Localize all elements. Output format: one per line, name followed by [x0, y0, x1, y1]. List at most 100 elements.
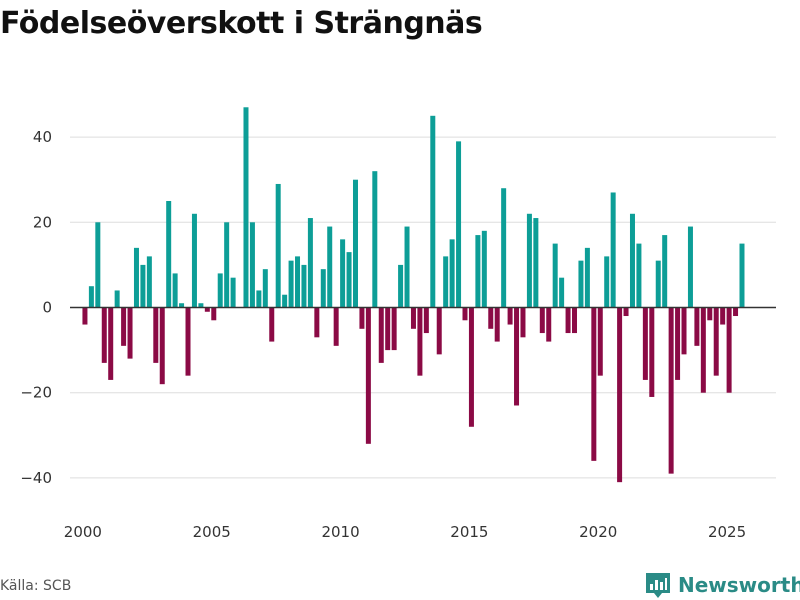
bar[interactable] [301, 264, 307, 308]
bar[interactable] [456, 141, 462, 308]
bar[interactable] [282, 294, 288, 308]
bar[interactable] [707, 307, 713, 321]
bar[interactable] [127, 307, 133, 359]
bar[interactable] [101, 307, 107, 363]
bar[interactable] [230, 277, 236, 308]
bar[interactable] [675, 307, 681, 380]
bar[interactable] [578, 260, 584, 308]
bar[interactable] [307, 218, 313, 308]
bar[interactable] [340, 239, 346, 308]
bar[interactable] [713, 307, 719, 376]
bar[interactable] [462, 307, 468, 321]
bar[interactable] [584, 247, 590, 308]
bar[interactable] [378, 307, 384, 363]
bar[interactable] [121, 307, 127, 346]
bar[interactable] [327, 226, 333, 308]
bar[interactable] [720, 307, 726, 325]
bar[interactable] [468, 307, 474, 427]
bar[interactable] [333, 307, 339, 346]
bar[interactable] [146, 256, 152, 308]
bar[interactable] [346, 252, 352, 308]
bar[interactable] [739, 243, 745, 308]
bar[interactable] [198, 303, 204, 308]
bar[interactable] [114, 290, 120, 308]
bar[interactable] [256, 290, 262, 308]
bar[interactable] [565, 307, 571, 334]
bar[interactable] [185, 307, 191, 376]
bar[interactable] [526, 213, 532, 308]
bar[interactable] [514, 307, 520, 406]
bar[interactable] [623, 307, 629, 317]
bar[interactable] [404, 226, 410, 308]
bar[interactable] [320, 269, 326, 308]
bar[interactable] [410, 307, 416, 329]
bar[interactable] [629, 213, 635, 308]
bar[interactable] [655, 260, 661, 308]
bar[interactable] [636, 243, 642, 308]
bar[interactable] [391, 307, 397, 351]
bar[interactable] [604, 256, 610, 308]
bar[interactable] [443, 256, 449, 308]
bar[interactable] [108, 307, 114, 380]
bar[interactable] [668, 307, 674, 474]
bar[interactable] [733, 307, 739, 317]
bar[interactable] [275, 183, 281, 308]
bar[interactable] [372, 171, 378, 308]
bar[interactable] [295, 256, 301, 308]
bar[interactable] [430, 115, 436, 308]
bar[interactable] [687, 226, 693, 308]
bar[interactable] [649, 307, 655, 397]
bar[interactable] [153, 307, 159, 363]
bar[interactable] [224, 222, 230, 308]
bar[interactable] [211, 307, 217, 321]
bar[interactable] [217, 273, 223, 308]
bar[interactable] [133, 247, 139, 308]
bar[interactable] [423, 307, 429, 334]
bar[interactable] [204, 307, 210, 312]
bar[interactable] [269, 307, 275, 342]
brand-logo[interactable]: Newsworthy [644, 570, 800, 600]
bar[interactable] [288, 260, 294, 308]
bar[interactable] [352, 179, 358, 308]
bar[interactable] [597, 307, 603, 376]
bar[interactable] [610, 192, 616, 308]
bar[interactable] [488, 307, 494, 329]
bar[interactable] [681, 307, 687, 355]
bar[interactable] [172, 273, 178, 308]
bar[interactable] [179, 303, 185, 308]
bar[interactable] [166, 201, 172, 308]
bar[interactable] [552, 243, 558, 308]
bar[interactable] [481, 230, 487, 308]
bar[interactable] [507, 307, 513, 325]
bar[interactable] [520, 307, 526, 338]
bar[interactable] [191, 213, 197, 308]
bar[interactable] [494, 307, 500, 342]
bar[interactable] [314, 307, 320, 338]
bar[interactable] [243, 107, 249, 308]
bar[interactable] [501, 188, 507, 308]
bar[interactable] [475, 235, 481, 308]
bar[interactable] [559, 277, 565, 308]
bar[interactable] [694, 307, 700, 346]
bar[interactable] [700, 307, 706, 393]
bar[interactable] [436, 307, 442, 355]
bar[interactable] [140, 264, 146, 308]
bar[interactable] [359, 307, 365, 329]
bar[interactable] [365, 307, 371, 444]
bar[interactable] [385, 307, 391, 351]
bar[interactable] [82, 307, 88, 325]
bar[interactable] [95, 222, 101, 308]
bar[interactable] [642, 307, 648, 380]
bar[interactable] [262, 269, 268, 308]
bar[interactable] [539, 307, 545, 334]
bar[interactable] [572, 307, 578, 334]
bar[interactable] [726, 307, 732, 393]
bar[interactable] [591, 307, 597, 461]
bar[interactable] [662, 235, 668, 308]
bar[interactable] [249, 222, 255, 308]
bar[interactable] [88, 286, 94, 308]
bar[interactable] [417, 307, 423, 376]
bar[interactable] [533, 218, 539, 308]
bar[interactable] [159, 307, 165, 385]
bar[interactable] [546, 307, 552, 342]
